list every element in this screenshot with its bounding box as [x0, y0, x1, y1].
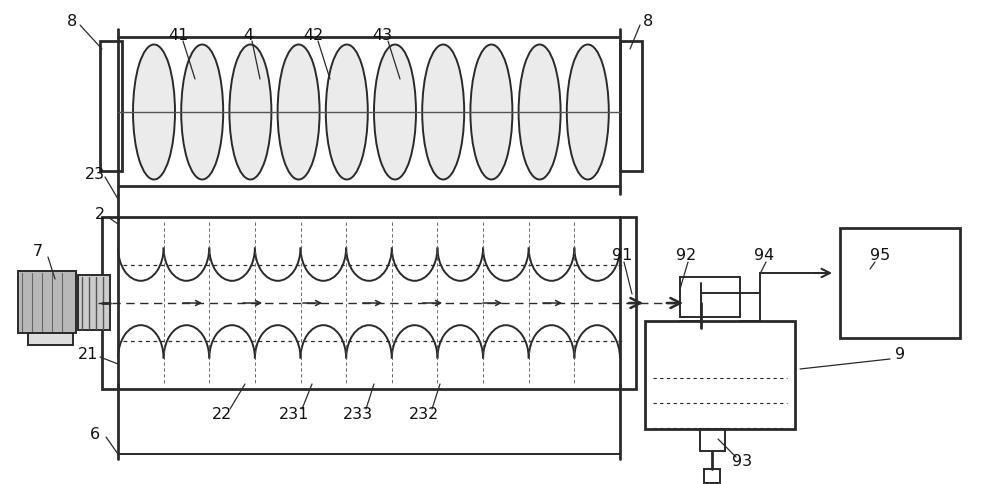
Ellipse shape: [519, 45, 561, 180]
Bar: [840, 228, 960, 338]
Text: 6: 6: [90, 426, 100, 441]
Text: 91: 91: [612, 247, 632, 262]
Text: 233: 233: [343, 407, 373, 422]
Bar: [78, 275, 110, 330]
Ellipse shape: [133, 45, 175, 180]
Text: 95: 95: [870, 247, 890, 262]
Bar: [700, 429, 725, 451]
Bar: [100, 42, 122, 172]
Ellipse shape: [470, 45, 512, 180]
Text: 43: 43: [372, 28, 392, 43]
Ellipse shape: [229, 45, 271, 180]
Bar: [704, 469, 720, 483]
Text: 22: 22: [212, 407, 232, 422]
Text: 8: 8: [67, 15, 77, 30]
Text: 41: 41: [168, 28, 188, 43]
Bar: [18, 272, 76, 333]
Text: 232: 232: [409, 407, 439, 422]
Text: 42: 42: [303, 28, 323, 43]
Ellipse shape: [326, 45, 368, 180]
Ellipse shape: [181, 45, 223, 180]
Bar: [620, 42, 642, 172]
Text: 231: 231: [279, 407, 309, 422]
Bar: [680, 277, 740, 318]
Ellipse shape: [567, 45, 609, 180]
Ellipse shape: [422, 45, 464, 180]
Text: 93: 93: [732, 454, 752, 469]
Text: 7: 7: [33, 244, 43, 259]
Ellipse shape: [374, 45, 416, 180]
Text: 9: 9: [895, 347, 905, 362]
Text: 2: 2: [95, 207, 105, 222]
Text: 92: 92: [676, 247, 696, 262]
Bar: [102, 217, 118, 389]
Text: 23: 23: [85, 167, 105, 182]
Text: 21: 21: [78, 347, 98, 362]
Text: 4: 4: [243, 28, 253, 43]
Text: 94: 94: [754, 247, 774, 262]
Ellipse shape: [278, 45, 320, 180]
Bar: [645, 321, 795, 429]
Text: 8: 8: [643, 15, 653, 30]
Bar: [28, 333, 73, 345]
Bar: [620, 217, 636, 389]
